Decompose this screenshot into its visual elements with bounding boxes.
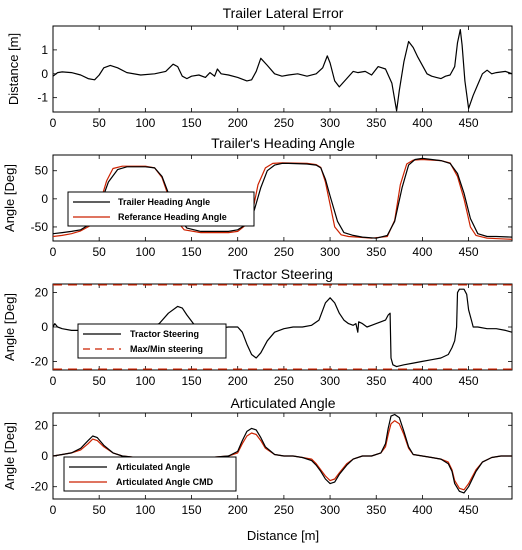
legend-label-articulated-angle-cmd: Articulated Angle CMD [116, 477, 214, 487]
x-tick-label: 300 [320, 245, 340, 259]
x-tick-label: 200 [228, 245, 248, 259]
x-tick-label: 100 [135, 116, 155, 130]
y-tick-label: 0 [41, 192, 48, 206]
x-tick-label: 250 [274, 503, 294, 517]
x-tick-label: 300 [320, 503, 340, 517]
x-tick-label: 150 [182, 116, 202, 130]
x-tick-label: 150 [182, 503, 202, 517]
subplot-title: Trailer's Heading Angle [211, 135, 355, 151]
y-tick-label: -50 [31, 220, 49, 234]
x-axis-ticks: 0 50 100 150 200 250 300 350 400 450 [50, 155, 479, 259]
y-axis-ticks: -50 0 50 [31, 164, 512, 234]
subplot-title: Tractor Steering [233, 266, 333, 282]
y-axis-ticks: -20 0 20 [31, 286, 512, 368]
y-axis-ticks: -20 0 20 [31, 418, 512, 494]
x-tick-label: 400 [412, 374, 432, 388]
x-tick-label: 100 [135, 503, 155, 517]
subplot-title: Trailer Lateral Error [223, 5, 344, 21]
x-axis-ticks: 0 50 100 150 200 250 300 350 400 450 [50, 284, 479, 388]
x-tick-label: 50 [92, 116, 106, 130]
y-axis-label: Distance [m] [6, 33, 21, 105]
y-tick-label: 0 [41, 320, 48, 334]
y-tick-label: -20 [31, 480, 49, 494]
legend-label-max-min-steering: Max/Min steering [130, 344, 203, 354]
subplot-heading-angle: Trailer's Heading Angle 0 50 100 150 200 250 3… [2, 135, 513, 259]
x-axis-ticks: 0 50 100 150 200 250 300 350 400 450 [50, 26, 479, 130]
plot-axes-box [52, 25, 513, 113]
y-tick-label: -20 [31, 354, 49, 368]
x-tick-label: 0 [50, 374, 57, 388]
x-tick-label: 450 [459, 503, 479, 517]
legend-label-tractor-steering: Tractor Steering [130, 329, 199, 339]
series-group [53, 284, 512, 370]
legend-label-reference-heading: Referance Heading Angle [118, 212, 227, 222]
x-tick-label: 200 [228, 116, 248, 130]
x-tick-label: 450 [459, 245, 479, 259]
x-tick-label: 0 [50, 245, 57, 259]
x-tick-label: 450 [459, 374, 479, 388]
x-tick-label: 400 [412, 116, 432, 130]
y-axis-label: Angle [Deg] [2, 164, 17, 232]
y-tick-label: 20 [35, 286, 49, 300]
y-axis-label: Angle [Deg] [2, 293, 17, 361]
x-tick-label: 400 [412, 245, 432, 259]
x-tick-label: 50 [92, 374, 106, 388]
x-tick-label: 250 [274, 374, 294, 388]
legend-box [63, 456, 237, 492]
x-axis-label: Distance [m] [247, 528, 319, 543]
legend: Tractor Steering Max/Min steering [77, 323, 227, 359]
y-tick-label: 50 [35, 164, 49, 178]
x-tick-label: 250 [274, 116, 294, 130]
x-tick-label: 350 [366, 374, 386, 388]
legend-label-trailer-heading: Trailer Heading Angle [118, 197, 210, 207]
series-line-tractor-steering [53, 288, 512, 368]
legend: Trailer Heading Angle Referance Heading … [67, 191, 255, 227]
x-tick-label: 450 [459, 116, 479, 130]
subplot-tractor-steering: Tractor Steering 0 50 100 150 200 250 300 350 40… [2, 266, 513, 388]
subplot-lateral-error: Trailer Lateral Error 0 50 100 150 200 250 300… [6, 5, 513, 130]
legend-label-articulated-angle: Articulated Angle [116, 462, 190, 472]
y-axis-label: Angle [Deg] [2, 422, 17, 490]
y-tick-label: 1 [41, 43, 48, 57]
x-tick-label: 400 [412, 503, 432, 517]
series-line-trailer-heading-angle [53, 157, 512, 239]
subplot-title: Articulated Angle [230, 395, 335, 411]
x-tick-label: 100 [135, 374, 155, 388]
series-group [53, 29, 512, 112]
x-tick-label: 150 [182, 374, 202, 388]
x-tick-label: 250 [274, 245, 294, 259]
x-tick-label: 300 [320, 116, 340, 130]
legend-box [67, 191, 255, 227]
x-tick-label: 0 [50, 116, 57, 130]
x-tick-label: 200 [228, 374, 248, 388]
x-tick-label: 100 [135, 245, 155, 259]
y-tick-label: 0 [41, 449, 48, 463]
x-tick-label: 350 [366, 245, 386, 259]
y-tick-label: 0 [41, 67, 48, 81]
x-tick-label: 50 [92, 503, 106, 517]
y-tick-label: 20 [35, 418, 49, 432]
x-tick-label: 0 [50, 503, 57, 517]
legend: Articulated Angle Articulated Angle CMD [63, 456, 237, 492]
y-tick-label: -1 [37, 91, 48, 105]
x-axis-ticks: 0 50 100 150 200 250 300 350 400 450 [50, 413, 479, 517]
subplot-articulated-angle: Articulated Angle 0 50 100 150 200 250 300 350 4… [2, 395, 513, 517]
legend-box [77, 323, 227, 359]
x-tick-label: 350 [366, 503, 386, 517]
plot-axes-box [52, 154, 513, 242]
x-tick-label: 150 [182, 245, 202, 259]
x-tick-label: 350 [366, 116, 386, 130]
x-tick-label: 50 [92, 245, 106, 259]
series-line-unnamed-0 [53, 29, 512, 112]
series-group [53, 157, 512, 240]
x-tick-label: 300 [320, 374, 340, 388]
x-tick-label: 200 [228, 503, 248, 517]
